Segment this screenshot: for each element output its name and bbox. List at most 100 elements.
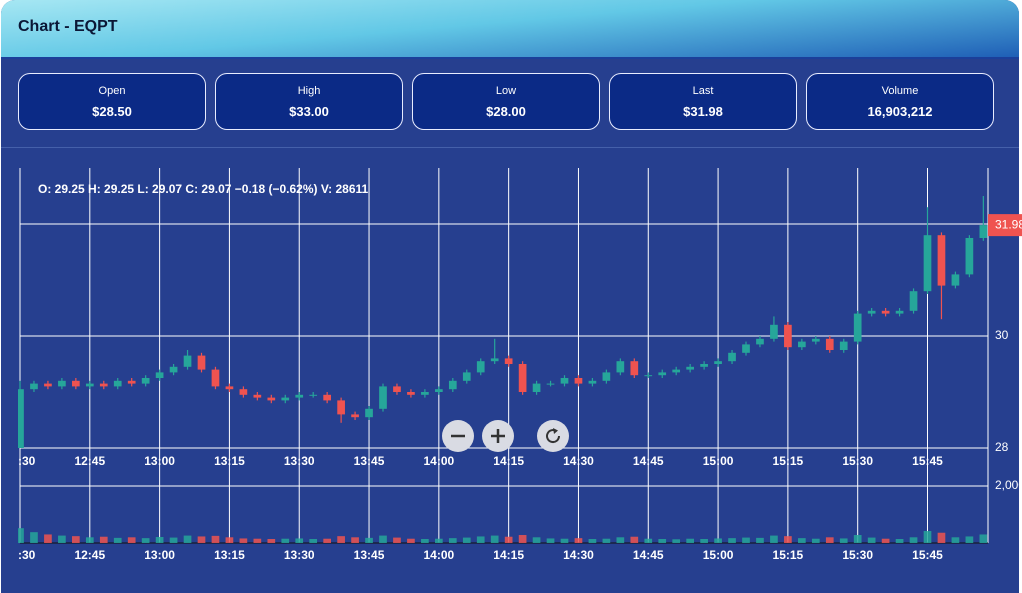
- volume-bar: [407, 538, 415, 543]
- volume-bar: [798, 538, 806, 543]
- volume-bar: [504, 536, 513, 543]
- x-tick-label: 15:00: [703, 454, 734, 468]
- volume-bar: [448, 538, 457, 543]
- x-tick-label: 13:45: [354, 548, 385, 562]
- candle-body: [309, 394, 318, 396]
- candle-body: [937, 235, 946, 286]
- volume-bar: [909, 537, 918, 543]
- candle-body: [197, 355, 206, 370]
- volume-bar: [169, 537, 178, 543]
- volume-bar: [476, 536, 485, 543]
- candle-body: [253, 394, 262, 398]
- header-title: Chart - EQPT: [18, 18, 118, 35]
- candle-body: [742, 344, 750, 353]
- volume-bar: [18, 528, 24, 543]
- stat-value: 16,903,212: [867, 104, 933, 119]
- stat-box: High $33.00: [215, 73, 403, 130]
- x-tick-label: 12:45: [74, 548, 105, 562]
- volume-bar: [225, 537, 234, 543]
- candle-body: [183, 355, 192, 367]
- x-tick-label: 13:45: [354, 454, 385, 468]
- x-tick-label: 15:45: [912, 548, 943, 562]
- x-tick-label: 14:45: [633, 454, 664, 468]
- stat-value: $31.98: [683, 104, 723, 119]
- stat-value: $33.00: [289, 104, 329, 119]
- last-price-label: 31.98: [995, 217, 1022, 231]
- candle-body: [113, 380, 122, 387]
- volume-bar: [728, 538, 736, 543]
- volume-bar: [462, 537, 471, 543]
- candle-body: [58, 380, 66, 387]
- volume-bar: [965, 536, 974, 543]
- volume-bar: [309, 539, 318, 543]
- x-tick-label: 12:45: [74, 454, 105, 468]
- candle-body: [337, 400, 345, 415]
- volume-bar: [183, 535, 192, 543]
- volume-bar: [155, 537, 164, 543]
- volume-bar: [113, 537, 122, 543]
- reset-icon: [546, 429, 561, 444]
- candle-body: [211, 369, 220, 387]
- zoom-controls[interactable]: [442, 420, 569, 452]
- candle-body: [44, 383, 52, 387]
- candle-body: [923, 235, 932, 292]
- stat-label: Last: [692, 85, 714, 97]
- x-tick-label: 15:30: [842, 454, 873, 468]
- stat-label: High: [297, 85, 321, 97]
- candle-body: [686, 366, 694, 370]
- candle-body: [784, 324, 792, 348]
- candle-body: [85, 383, 94, 387]
- candle-body: [798, 341, 806, 348]
- volume-bar: [937, 532, 946, 543]
- stat-value: $28.00: [486, 104, 526, 119]
- candle-body: [728, 352, 736, 362]
- volume-bar: [881, 538, 890, 543]
- candle-body: [281, 397, 290, 401]
- volume-bar: [379, 535, 387, 543]
- volume-bar: [267, 539, 276, 543]
- candle-body: [155, 372, 164, 378]
- candle-body: [756, 338, 764, 345]
- volume-bar: [867, 537, 876, 543]
- reset-button[interactable]: [537, 420, 569, 452]
- volume-bar: [239, 538, 248, 543]
- volume-bar: [351, 537, 359, 543]
- candle-body: [435, 389, 443, 392]
- volume-bar: [839, 538, 848, 543]
- candle-body: [895, 310, 904, 314]
- volume-bar: [337, 536, 345, 543]
- volume-bar: [58, 535, 66, 543]
- candle-body: [365, 408, 373, 418]
- candle-body: [18, 389, 24, 448]
- volume-bar: [72, 536, 80, 543]
- candle-body: [72, 380, 80, 387]
- volume-bar: [281, 538, 290, 543]
- stat-box: Volume 16,903,212: [806, 73, 994, 130]
- candle-body: [630, 361, 639, 376]
- volume-bar: [197, 536, 206, 543]
- volume-bar: [895, 539, 904, 543]
- x-tick-label: 14:30: [563, 454, 594, 468]
- candle-body: [811, 338, 820, 342]
- separator: [1, 147, 1019, 148]
- stat-label: Low: [495, 85, 517, 97]
- volume-bar: [979, 534, 988, 543]
- candle-body: [770, 324, 778, 339]
- candle-body: [672, 369, 681, 373]
- x-tick-label: 14:15: [493, 454, 524, 468]
- stat-box: Last $31.98: [609, 73, 797, 130]
- x-tick-label: 12:30: [5, 454, 36, 468]
- volume-bar: [560, 538, 569, 543]
- volume-bar: [532, 537, 541, 543]
- volume-bar: [630, 536, 639, 543]
- x-tick-label: 15:45: [912, 454, 943, 468]
- candle-body: [532, 383, 541, 392]
- volume-bar: [602, 538, 611, 543]
- header: Chart - EQPT: [1, 0, 1019, 59]
- volume-bar: [686, 538, 694, 543]
- x-tick-label: 15:15: [773, 548, 804, 562]
- volume-bar: [742, 537, 750, 543]
- x-tick-label: 13:30: [284, 454, 315, 468]
